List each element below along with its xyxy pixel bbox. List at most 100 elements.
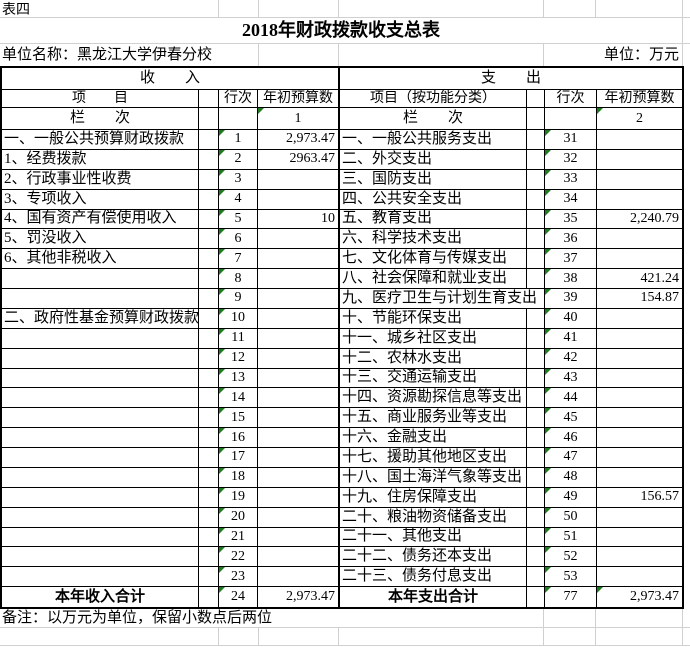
income-row-gap-cell[interactable] xyxy=(199,487,219,508)
income-row-line[interactable]: 4 xyxy=(219,189,258,210)
expenditure-row-gap-cell[interactable] xyxy=(527,507,545,528)
expenditure-row-label[interactable]: 五、教育支出 xyxy=(340,209,527,230)
income-row-label[interactable]: 1、经费拨款 xyxy=(2,149,199,170)
income-row-gap-cell[interactable] xyxy=(199,249,219,270)
expenditure-row-amount[interactable] xyxy=(597,547,682,568)
expenditure-row-line[interactable]: 39 xyxy=(545,289,597,309)
expenditure-row-line[interactable]: 52 xyxy=(545,547,597,568)
income-total-amount[interactable]: 2,973.47 xyxy=(258,587,340,607)
expenditure-row-gap-cell[interactable] xyxy=(527,388,545,409)
income-row-gap-cell[interactable] xyxy=(199,388,219,409)
expenditure-row-line[interactable]: 43 xyxy=(545,368,597,389)
income-total-label[interactable]: 本年收入合计 xyxy=(2,587,199,607)
income-row-amount[interactable] xyxy=(258,229,340,250)
expenditure-row-gap-cell[interactable] xyxy=(527,408,545,429)
income-row-amount[interactable] xyxy=(258,269,340,289)
income-total-gap-cell[interactable] xyxy=(199,587,219,607)
income-lanci-gap-cell[interactable] xyxy=(199,108,219,130)
expenditure-total-line[interactable]: 77 xyxy=(545,587,597,607)
expenditure-row-label[interactable]: 十二、农林水支出 xyxy=(340,348,527,369)
income-row-label[interactable] xyxy=(2,388,199,409)
expenditure-row-line[interactable]: 35 xyxy=(545,209,597,230)
income-row-amount[interactable] xyxy=(258,348,340,369)
expenditure-row-amount[interactable] xyxy=(597,309,682,329)
income-row-line[interactable]: 6 xyxy=(219,229,258,250)
expenditure-row-label[interactable]: 十、节能环保支出 xyxy=(340,308,527,329)
expenditure-row-line[interactable]: 50 xyxy=(545,507,597,528)
expenditure-row-gap-cell[interactable] xyxy=(527,169,545,190)
income-row-line[interactable]: 3 xyxy=(219,169,258,190)
income-row-label[interactable] xyxy=(2,269,199,289)
expenditure-header-gap-cell[interactable] xyxy=(527,90,545,108)
income-row-gap-cell[interactable] xyxy=(199,308,219,329)
income-row-amount[interactable] xyxy=(258,308,340,329)
income-row-label[interactable]: 一、一般公共预算财政拨款 xyxy=(2,130,199,150)
income-lanci-label[interactable]: 栏 次 xyxy=(2,108,199,130)
expenditure-row-amount[interactable] xyxy=(597,229,682,250)
expenditure-lanci-gap-cell[interactable] xyxy=(527,108,545,130)
expenditure-row-label[interactable]: 二十三、债务付息支出 xyxy=(340,567,527,588)
income-row-amount[interactable] xyxy=(258,487,340,508)
income-lanci-value[interactable]: 1 xyxy=(258,108,340,130)
expenditure-row-line[interactable]: 38 xyxy=(545,269,597,289)
income-header-gap-cell[interactable] xyxy=(199,90,219,108)
expenditure-row-amount[interactable] xyxy=(597,567,682,588)
income-row-line[interactable]: 13 xyxy=(219,368,258,389)
income-row-gap-cell[interactable] xyxy=(199,547,219,568)
expenditure-row-gap-cell[interactable] xyxy=(527,189,545,210)
expenditure-row-label[interactable]: 一、一般公共服务支出 xyxy=(340,130,527,150)
income-row-amount[interactable] xyxy=(258,368,340,389)
income-row-gap-cell[interactable] xyxy=(199,189,219,210)
expenditure-row-amount[interactable] xyxy=(597,408,682,429)
expenditure-row-amount[interactable] xyxy=(597,428,682,448)
income-total-line[interactable]: 24 xyxy=(219,587,258,607)
income-row-gap-cell[interactable] xyxy=(199,567,219,588)
income-row-gap-cell[interactable] xyxy=(199,428,219,448)
unit-cell[interactable]: 单位：万元 xyxy=(603,47,679,63)
income-item-header[interactable]: 项 目 xyxy=(2,90,199,108)
expenditure-row-amount[interactable] xyxy=(597,369,682,389)
note-cell[interactable]: 备注：以万元为单位，保留小数点后两位 xyxy=(2,610,273,626)
income-row-label[interactable] xyxy=(2,487,199,508)
income-row-amount[interactable] xyxy=(258,507,340,528)
expenditure-row-amount[interactable] xyxy=(597,249,682,270)
expenditure-row-label[interactable]: 十四、资源勘探信息等支出 xyxy=(340,388,527,409)
expenditure-row-line[interactable]: 51 xyxy=(545,527,597,548)
expenditure-row-amount[interactable] xyxy=(597,388,682,409)
expenditure-row-line[interactable]: 33 xyxy=(545,169,597,190)
expenditure-row-gap-cell[interactable] xyxy=(527,448,545,468)
income-row-label[interactable]: 3、专项收入 xyxy=(2,189,199,210)
expenditure-lanci-value[interactable]: 2 xyxy=(597,108,682,130)
expenditure-row-line[interactable]: 44 xyxy=(545,388,597,409)
expenditure-row-gap-cell[interactable] xyxy=(527,527,545,548)
income-row-amount[interactable] xyxy=(258,189,340,210)
expenditure-row-gap-cell[interactable] xyxy=(527,249,545,270)
expenditure-row-amount[interactable] xyxy=(597,448,682,468)
expenditure-row-line[interactable]: 34 xyxy=(545,189,597,210)
expenditure-row-label[interactable]: 八、社会保障和就业支出 xyxy=(340,269,527,289)
income-row-line[interactable]: 20 xyxy=(219,507,258,528)
income-row-label[interactable] xyxy=(2,428,199,448)
income-row-gap-cell[interactable] xyxy=(199,269,219,289)
expenditure-row-amount[interactable] xyxy=(597,190,682,210)
expenditure-lanci-line-cell[interactable] xyxy=(545,108,597,130)
income-row-line[interactable]: 18 xyxy=(219,467,258,488)
income-row-amount[interactable] xyxy=(258,527,340,548)
expenditure-row-line[interactable]: 53 xyxy=(545,567,597,588)
expenditure-row-label[interactable]: 四、公共安全支出 xyxy=(340,189,527,210)
expenditure-row-amount[interactable]: 156.57 xyxy=(597,488,682,508)
income-row-amount[interactable] xyxy=(258,547,340,568)
income-row-label[interactable]: 6、其他非税收入 xyxy=(2,249,199,270)
income-row-line[interactable]: 21 xyxy=(219,527,258,548)
expenditure-row-amount[interactable] xyxy=(597,468,682,488)
expenditure-row-amount[interactable]: 421.24 xyxy=(597,269,682,289)
income-row-gap-cell[interactable] xyxy=(199,149,219,170)
expenditure-row-label[interactable]: 三、国防支出 xyxy=(340,169,527,190)
income-row-gap-cell[interactable] xyxy=(199,368,219,389)
expenditure-row-line[interactable]: 40 xyxy=(545,308,597,329)
expenditure-row-gap-cell[interactable] xyxy=(527,308,545,329)
expenditure-row-line[interactable]: 48 xyxy=(545,467,597,488)
income-row-line[interactable]: 5 xyxy=(219,209,258,230)
expenditure-total-label[interactable]: 本年支出合计 xyxy=(340,587,527,607)
income-row-line[interactable]: 22 xyxy=(219,547,258,568)
